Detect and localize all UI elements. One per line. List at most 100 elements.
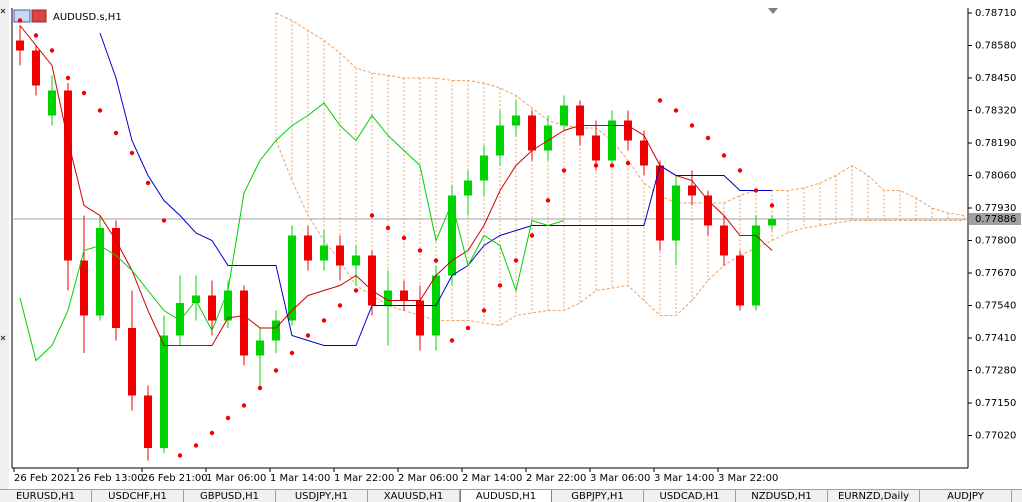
chart-tab[interactable]: GBPJPY,H1 [552, 490, 644, 502]
sar-dot [337, 303, 343, 308]
current-price-box [969, 213, 1021, 225]
candle-body [528, 115, 536, 151]
y-tick-label: 0.77280 [975, 366, 1016, 377]
candle-body [544, 125, 552, 151]
sar-dot [561, 168, 567, 173]
candle-body [640, 140, 648, 166]
candle-body [272, 320, 280, 341]
x-tick-label: 1 Mar 22:00 [334, 473, 394, 484]
candle-body [288, 235, 296, 321]
sar-dot [209, 430, 215, 436]
y-tick-label: 0.77540 [975, 301, 1016, 312]
y-tick-label: 0.77670 [975, 268, 1016, 279]
sar-dot [545, 198, 551, 203]
sar-dot [433, 258, 439, 263]
sar-dot [65, 75, 71, 81]
candle-body [768, 219, 776, 226]
sar-dot [529, 233, 535, 238]
y-tick-label: 0.78190 [975, 138, 1016, 149]
y-tick-label: 0.77410 [975, 333, 1016, 344]
candle-body [624, 120, 632, 141]
x-tick-label: 2 Mar 14:00 [462, 473, 522, 484]
y-tick-label: 0.78450 [975, 73, 1016, 84]
candle-body [656, 165, 664, 241]
y-tick-label: 0.78580 [975, 41, 1016, 52]
sar-dot [353, 288, 359, 293]
sar-dot [721, 153, 727, 158]
candle-body [96, 228, 104, 316]
candle-body [736, 255, 744, 306]
sar-dot [257, 385, 263, 391]
sar-dot [513, 258, 519, 263]
sar-dot [401, 235, 407, 241]
sar-dot [289, 350, 295, 356]
sar-dot [305, 333, 311, 338]
sar-dot [321, 318, 327, 323]
candle-body [128, 328, 136, 396]
sar-dot [113, 130, 119, 136]
left-toolbar-strip [0, 0, 9, 489]
sar-dot [449, 338, 455, 343]
tab-bar: EURUSD,H1 USDCHF,H1 GBPUSD,H1 USDJPY,H1 XAUU… [0, 489, 1022, 502]
candle-body [592, 135, 600, 161]
shift-marker[interactable] [768, 8, 778, 14]
sar-dot [465, 325, 471, 331]
chart: AUDUSD.s,H1 0.78710 0.78580 0.78450 0.78320… [0, 0, 1022, 489]
indicator-line [19, 102, 565, 362]
chart-tab[interactable]: USDJPY,H1 [276, 490, 368, 502]
chart-tab[interactable]: USDCAD,H1 [644, 490, 736, 502]
indicator-line [99, 32, 772, 346]
candle-body [576, 105, 584, 136]
current-price-label: 0.77886 [975, 214, 1016, 225]
sar-dot [385, 225, 391, 231]
x-tick-label: 2 Mar 06:00 [398, 473, 458, 484]
candle-body [480, 155, 488, 181]
candle-body [512, 115, 520, 126]
candle-body [608, 120, 616, 161]
chart-title: AUDUSD.s,H1 [53, 12, 122, 23]
sar-dot [641, 158, 647, 163]
candle-body [496, 125, 504, 156]
chart-tab[interactable]: EURNZD,Daily [828, 490, 920, 502]
chart-tab[interactable]: NZDUSD,H1 [736, 490, 828, 502]
candle-body [176, 303, 184, 336]
candle-body [672, 185, 680, 241]
chart-tab[interactable]: XAUUSD,H1 [368, 490, 460, 502]
sar-dot [689, 123, 695, 128]
sar-dot [481, 308, 487, 313]
sar-dot [145, 180, 151, 186]
sar-dot [369, 213, 375, 218]
candle-body [256, 340, 264, 356]
sar-dot [577, 113, 583, 118]
candle-body [720, 225, 728, 256]
y-tick-label: 0.78060 [975, 171, 1016, 182]
sar-dot [273, 368, 279, 373]
x-tick-label: 26 Feb 21:00 [142, 473, 208, 484]
senkou-span-b [275, 140, 964, 327]
candle-body [704, 195, 712, 226]
chart-tab[interactable]: AUDUSD,H1 [460, 490, 552, 502]
sar-dot [497, 283, 503, 288]
y-tick-label: 0.77020 [975, 431, 1016, 442]
sar-dot [129, 150, 135, 156]
chart-background [0, 0, 1022, 489]
sar-dot [193, 443, 199, 448]
chart-tab[interactable]: EURUSD,H1 [0, 490, 92, 502]
sar-dot [737, 168, 743, 173]
candle-body [352, 255, 360, 266]
chart-tab[interactable]: AUDJPY [920, 490, 1012, 502]
y-tick-label: 0.77150 [975, 398, 1016, 409]
chart-tab[interactable]: USDCHF,H1 [92, 490, 184, 502]
candle-body [400, 290, 408, 301]
chart-tab[interactable]: GBPUSD,H1 [184, 490, 276, 502]
y-tick-label: 0.78710 [975, 8, 1016, 19]
sar-dot [609, 163, 615, 168]
sar-dot [241, 403, 247, 408]
x-tick-label: 1 Mar 14:00 [270, 473, 330, 484]
sar-dot [673, 108, 679, 113]
sar-dot [17, 18, 23, 23]
sar-dot [81, 90, 87, 96]
toolbar-glyph [0, 8, 6, 341]
sar-dot [705, 135, 711, 141]
candle-body [192, 295, 200, 303]
